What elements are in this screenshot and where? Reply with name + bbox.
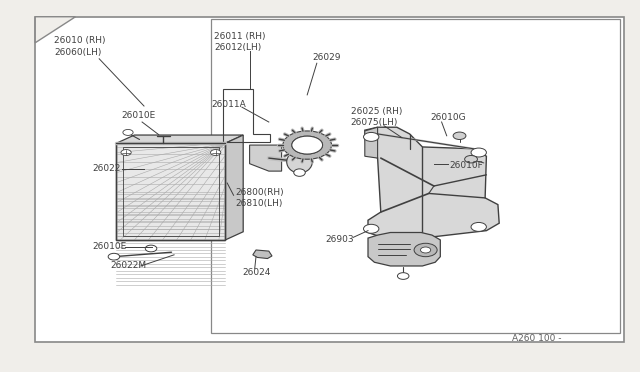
Text: 26024: 26024 (242, 268, 270, 277)
Circle shape (211, 150, 221, 155)
Text: 26010E: 26010E (93, 242, 127, 251)
Circle shape (123, 129, 133, 135)
Polygon shape (250, 145, 282, 171)
Polygon shape (368, 232, 440, 266)
Ellipse shape (287, 151, 312, 173)
Polygon shape (253, 250, 272, 259)
Circle shape (471, 148, 486, 157)
Circle shape (364, 132, 379, 141)
Polygon shape (116, 135, 243, 143)
Text: 26903: 26903 (325, 235, 354, 244)
Polygon shape (35, 17, 76, 43)
Circle shape (471, 222, 486, 231)
Text: 26022: 26022 (93, 164, 121, 173)
Circle shape (414, 243, 437, 257)
Polygon shape (365, 127, 499, 238)
Circle shape (145, 245, 157, 252)
Text: 26800(RH)
26810(LH): 26800(RH) 26810(LH) (236, 188, 284, 208)
Polygon shape (116, 143, 225, 240)
Text: 26010E: 26010E (122, 111, 156, 120)
Text: 26025 (RH)
26075(LH): 26025 (RH) 26075(LH) (351, 107, 402, 127)
Polygon shape (365, 127, 378, 158)
Text: 26010 (RH)
26060(LH): 26010 (RH) 26060(LH) (54, 36, 106, 57)
Text: A260 100 -: A260 100 - (512, 334, 561, 343)
Circle shape (364, 224, 379, 233)
Circle shape (121, 150, 131, 155)
Text: 26010G: 26010G (430, 113, 466, 122)
Text: 26029: 26029 (312, 53, 341, 62)
Circle shape (420, 247, 431, 253)
Bar (35, 17, 624, 342)
Bar (211, 19, 620, 333)
Ellipse shape (294, 169, 305, 176)
Circle shape (397, 273, 409, 279)
Text: 26011 (RH)
26012(LH): 26011 (RH) 26012(LH) (214, 32, 266, 52)
Text: 26011A: 26011A (211, 100, 246, 109)
Circle shape (453, 132, 466, 140)
Polygon shape (225, 135, 243, 240)
Circle shape (108, 253, 120, 260)
Text: 26010F: 26010F (449, 161, 483, 170)
Text: 26022M: 26022M (110, 262, 146, 270)
Circle shape (292, 136, 323, 154)
Circle shape (465, 155, 477, 163)
